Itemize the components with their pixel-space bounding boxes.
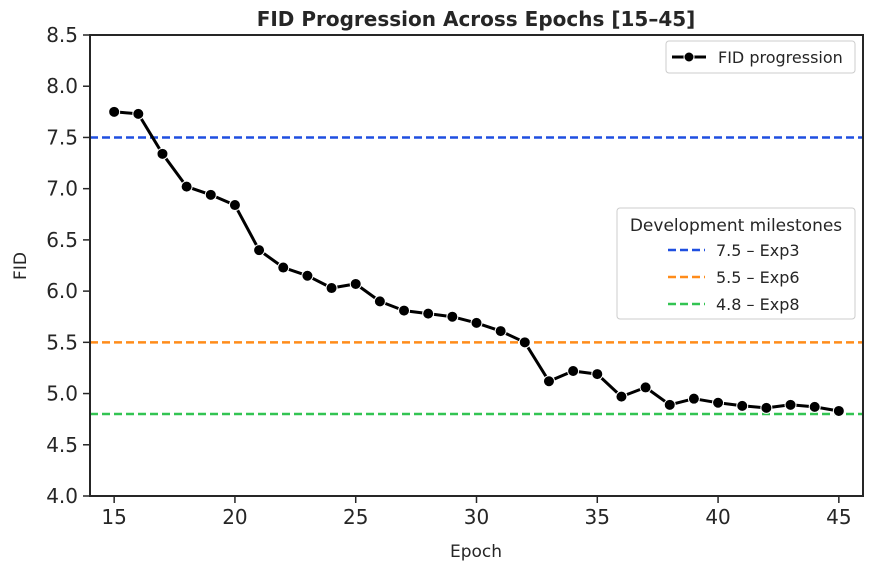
data-point bbox=[518, 336, 531, 349]
data-point bbox=[253, 244, 266, 257]
y-tick-label: 8.0 bbox=[46, 74, 78, 98]
data-point bbox=[349, 277, 362, 290]
y-tick-label: 7.5 bbox=[46, 125, 78, 149]
data-point bbox=[712, 396, 725, 409]
series-legend-marker bbox=[683, 51, 695, 63]
milestones-legend-title: Development milestones bbox=[630, 216, 842, 236]
data-point bbox=[687, 392, 700, 405]
data-point bbox=[228, 199, 241, 212]
data-point bbox=[204, 188, 217, 201]
milestone-legend-label-2: 4.8 – Exp8 bbox=[716, 295, 800, 314]
x-tick-label: 35 bbox=[585, 505, 610, 529]
data-point bbox=[373, 295, 386, 308]
data-point bbox=[784, 398, 797, 411]
data-point bbox=[132, 107, 145, 120]
data-point bbox=[277, 261, 290, 274]
y-axis-label: FID bbox=[11, 252, 31, 280]
y-tick-label: 5.5 bbox=[46, 330, 78, 354]
series-legend: FID progression bbox=[665, 40, 856, 74]
y-tick-label: 6.0 bbox=[46, 279, 78, 303]
data-point bbox=[301, 269, 314, 282]
data-point bbox=[398, 304, 411, 317]
data-point bbox=[542, 375, 555, 388]
x-tick-label: 25 bbox=[343, 505, 368, 529]
x-tick-label: 30 bbox=[464, 505, 489, 529]
data-point bbox=[639, 381, 652, 394]
data-point bbox=[736, 399, 749, 412]
data-point bbox=[615, 390, 628, 403]
series-layer bbox=[108, 105, 845, 417]
data-point bbox=[180, 180, 193, 193]
y-tick-label: 5.0 bbox=[46, 382, 78, 406]
milestones-legend: Development milestones 7.5 – Exp3 5.5 – … bbox=[616, 207, 856, 320]
data-point bbox=[156, 147, 169, 160]
series-legend-box bbox=[665, 40, 856, 74]
plot-frame bbox=[89, 34, 864, 497]
y-tick-label: 4.5 bbox=[46, 433, 78, 457]
y-tick-label: 4.0 bbox=[46, 484, 78, 508]
data-point bbox=[663, 398, 676, 411]
data-point bbox=[808, 400, 821, 413]
data-point bbox=[494, 325, 507, 338]
data-point bbox=[470, 316, 483, 329]
series-legend-label: FID progression bbox=[718, 48, 843, 67]
x-tick-label: 40 bbox=[705, 505, 730, 529]
data-point bbox=[567, 365, 580, 378]
data-point bbox=[832, 404, 845, 417]
data-point bbox=[325, 282, 338, 295]
chart-title: FID Progression Across Epochs [15–45] bbox=[257, 7, 696, 31]
reference-lines bbox=[90, 136, 863, 416]
data-point bbox=[591, 368, 604, 381]
y-tick-label: 8.5 bbox=[46, 23, 78, 47]
x-tick-label: 45 bbox=[826, 505, 851, 529]
x-tick-label: 15 bbox=[101, 505, 126, 529]
x-tick-label: 20 bbox=[222, 505, 247, 529]
data-point bbox=[108, 105, 121, 118]
milestone-legend-label-0: 7.5 – Exp3 bbox=[716, 241, 800, 260]
y-tick-label: 6.5 bbox=[46, 228, 78, 252]
axis-ticks: 15 20 25 30 35 40 45 4.0 4.5 5.0 5.5 6.0 6.5 7.0 7.5 8.… bbox=[46, 23, 851, 529]
data-point bbox=[760, 401, 773, 414]
x-axis-label: Epoch bbox=[450, 542, 502, 562]
data-point bbox=[446, 310, 459, 323]
milestone-legend-label-1: 5.5 – Exp6 bbox=[716, 268, 800, 287]
y-tick-label: 7.0 bbox=[46, 177, 78, 201]
data-point bbox=[422, 307, 435, 320]
milestones-legend-box bbox=[616, 207, 856, 320]
